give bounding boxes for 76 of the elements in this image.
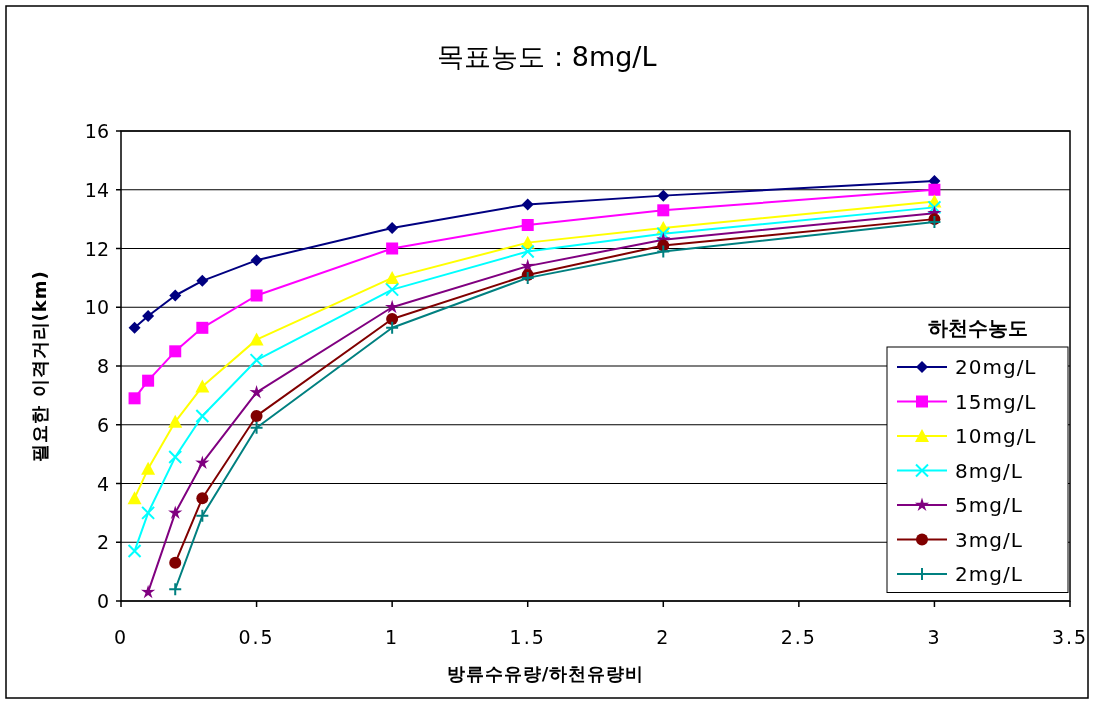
point <box>128 321 141 334</box>
point <box>142 374 155 387</box>
x-tick-label: 2 <box>656 626 671 648</box>
legend-title: 하천수농도 <box>927 316 1028 340</box>
point <box>249 384 264 399</box>
x-tick-label: 2.5 <box>780 626 817 648</box>
point <box>386 313 399 325</box>
point <box>249 332 264 346</box>
legend-label: 10mg/L <box>955 424 1037 448</box>
point <box>927 215 942 230</box>
point <box>249 353 264 368</box>
point <box>196 274 209 287</box>
point <box>195 379 210 393</box>
point <box>386 242 399 255</box>
chart-title: 목표농도 : 8mg/L <box>437 41 657 72</box>
y-tick-label: 4 <box>96 472 109 495</box>
point <box>385 320 400 335</box>
point <box>250 254 263 267</box>
point <box>169 289 182 302</box>
legend-label: 5mg/L <box>955 493 1023 517</box>
x-tick-label: 0.5 <box>238 626 275 648</box>
point <box>169 556 182 569</box>
point <box>168 582 183 597</box>
x-tick-label: 1.5 <box>509 626 546 648</box>
x-tick-label: 3 <box>927 626 942 648</box>
y-axis-title: 필요한 이격거리(km) <box>29 270 50 462</box>
x-tick-label: 0 <box>113 626 129 648</box>
point <box>128 392 141 405</box>
point <box>386 221 399 234</box>
y-tick-label: 6 <box>96 413 109 436</box>
y-tick-label: 12 <box>84 237 109 260</box>
point <box>142 310 155 323</box>
point <box>195 455 210 470</box>
point <box>169 345 182 358</box>
point <box>657 204 670 217</box>
y-tick-label: 2 <box>96 531 109 554</box>
point <box>196 492 209 505</box>
point <box>521 219 534 231</box>
point <box>195 508 210 523</box>
point <box>140 584 156 599</box>
point <box>195 408 210 423</box>
x-tick-label: 1 <box>385 626 400 648</box>
point <box>168 414 183 428</box>
point <box>196 321 209 334</box>
point <box>657 189 670 202</box>
point <box>168 450 183 465</box>
point <box>520 270 535 285</box>
point <box>656 226 671 241</box>
y-tick-label: 16 <box>84 120 109 142</box>
point <box>385 299 400 314</box>
point <box>127 491 142 505</box>
point <box>141 505 156 520</box>
point <box>521 198 534 211</box>
legend-label: 3mg/L <box>955 527 1023 552</box>
legend-label: 15mg/L <box>955 389 1037 414</box>
y-tick-label: 14 <box>84 178 109 201</box>
point <box>141 461 156 475</box>
x-axis-title: 방류수유량/하천유량비 <box>446 663 645 684</box>
x-tick-label: 3.5 <box>1051 626 1089 648</box>
y-tick-label: 0 <box>96 590 109 612</box>
y-tick-label: 10 <box>84 296 109 319</box>
point <box>656 244 671 259</box>
point <box>250 409 263 422</box>
point <box>928 183 941 196</box>
legend-label: 8mg/L <box>955 458 1023 483</box>
y-tick-label: 8 <box>96 355 109 377</box>
point <box>168 505 183 519</box>
legend-label: 20mg/L <box>955 355 1037 379</box>
point <box>249 420 264 435</box>
point <box>127 544 142 559</box>
point <box>250 289 263 302</box>
legend-label: 2mg/L <box>955 562 1023 586</box>
point <box>385 270 400 284</box>
point <box>520 244 535 259</box>
point <box>385 282 400 297</box>
point <box>927 200 942 215</box>
